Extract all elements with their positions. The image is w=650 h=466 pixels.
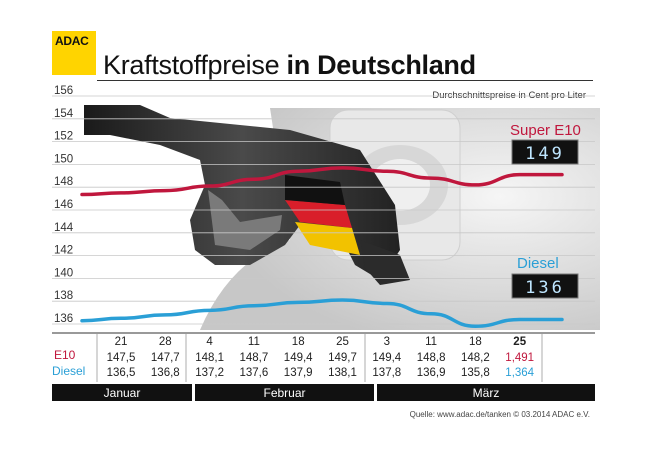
y-tick-label: 136 [54, 313, 73, 325]
y-tick-label: 138 [54, 290, 73, 302]
y-tick-label: 140 [54, 267, 73, 279]
legend-diesel-label: Diesel [517, 255, 559, 272]
diesel-value: 138,1 [328, 367, 357, 379]
y-tick-label: 144 [54, 222, 74, 234]
e10-value: 1,491 [505, 352, 534, 364]
month-label: März [473, 386, 500, 400]
day-label: 18 [292, 336, 305, 348]
legend-e10-label: Super E10 [510, 122, 581, 139]
e10-value: 148,1 [195, 352, 224, 364]
chart-grid [52, 95, 595, 325]
price-display-diesel-value: 136 [525, 278, 565, 298]
diesel-value: 136,9 [417, 367, 446, 379]
y-tick-label: 156 [54, 85, 73, 97]
e10-value: 148,7 [240, 352, 269, 364]
diesel-value: 136,8 [151, 367, 180, 379]
e10-value: 147,7 [151, 352, 180, 364]
fuel-nozzle-photo [84, 105, 600, 330]
source-note: Quelle: www.adac.de/tanken © 03.2014 ADA… [409, 410, 590, 419]
y-tick-label: 146 [54, 199, 73, 211]
price-table: 21 147,5 136,5 28 147,7 136,8 4 148,1 137,2 11 148… [96, 333, 543, 382]
row-label-diesel: Diesel [52, 364, 85, 378]
series-line-e10 [80, 166, 564, 197]
e10-value: 149,4 [372, 352, 401, 364]
diesel-value: 137,9 [284, 367, 313, 379]
y-tick-label: 152 [54, 131, 73, 143]
y-tick-label: 150 [54, 153, 73, 165]
day-label: 11 [425, 336, 437, 348]
e10-value: 149,4 [284, 352, 313, 364]
month-label: Januar [104, 386, 141, 400]
month-block [195, 384, 374, 401]
day-label: 3 [384, 336, 390, 348]
y-tick-label: 148 [54, 176, 73, 188]
month-bar: Januar Februar März [52, 384, 595, 401]
title-rule [97, 80, 593, 81]
diesel-value: 136,5 [107, 367, 136, 379]
diesel-value: 135,8 [461, 367, 490, 379]
title-bold: in Deutschland [286, 50, 477, 80]
diesel-value: 1,364 [505, 367, 534, 379]
series-line-diesel [80, 298, 564, 329]
row-label-e10: E10 [54, 348, 76, 362]
price-display-e10-value: 149 [525, 144, 565, 164]
month-label: Februar [263, 386, 305, 400]
e10-value: 148,2 [461, 352, 490, 364]
y-tick-label: 154 [54, 108, 74, 120]
adac-logo: ADAC [52, 31, 96, 75]
day-label: 25 [513, 336, 526, 348]
month-block [377, 384, 595, 401]
day-label: 28 [159, 336, 172, 348]
day-label: 11 [248, 336, 260, 348]
logo-text: ADAC [55, 34, 89, 48]
day-label: 21 [115, 336, 128, 348]
diesel-value: 137,6 [240, 367, 269, 379]
diesel-value: 137,2 [195, 367, 224, 379]
title-regular: Kraftstoffpreise [103, 50, 287, 80]
y-axis: 156 154 152 150 148 146 144 142 140 138 136 [54, 85, 74, 325]
chart-subtitle: Durchschnittspreise in Cent pro Liter [432, 90, 586, 101]
month-block [52, 384, 192, 401]
page-title: Kraftstoffpreise in Deutschland [103, 50, 476, 81]
y-tick-label: 142 [54, 245, 73, 257]
day-label: 18 [469, 336, 482, 348]
price-display-e10: 149 [511, 139, 579, 165]
e10-value: 147,5 [107, 352, 136, 364]
diesel-value: 137,8 [372, 367, 401, 379]
e10-value: 148,8 [417, 352, 446, 364]
day-label: 25 [336, 336, 349, 348]
e10-value: 149,7 [328, 352, 357, 364]
price-display-diesel: 136 [511, 273, 579, 299]
day-label: 4 [206, 336, 213, 348]
